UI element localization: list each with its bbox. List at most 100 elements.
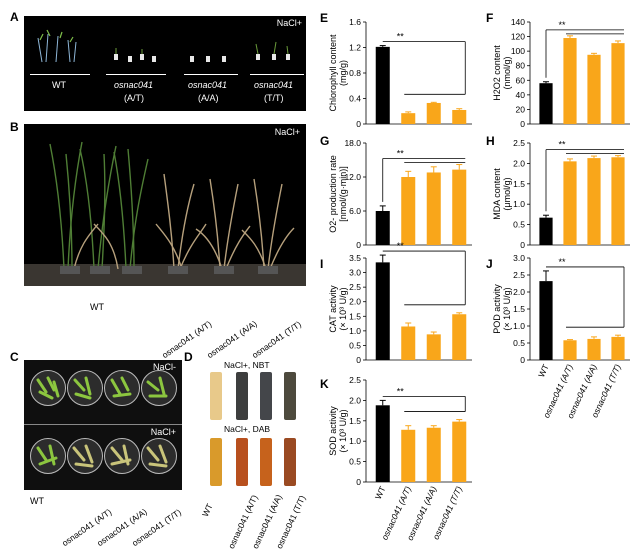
dab-leaf-at: [236, 438, 248, 486]
petri-dish: [67, 438, 103, 474]
panel-d-condition-bottom: NaCl+, DAB: [224, 424, 271, 434]
x-tick-label: WT: [373, 485, 388, 501]
bar: [611, 157, 625, 245]
significance-marker: **: [558, 20, 566, 30]
y-axis-label: O2- production rate: [328, 155, 338, 233]
y-axis-unit: (× 10³ U/g): [502, 287, 512, 330]
panel-a-label-wt: WT: [52, 80, 66, 90]
y-axis-unit: (μmol/g): [502, 177, 512, 210]
petri-dish: [141, 370, 177, 406]
y-tick-label: 2.0: [513, 158, 525, 168]
y-axis-unit: (× 10³ U/g): [338, 409, 348, 452]
y-tick-label: 0: [520, 240, 525, 250]
petri-dish: [104, 438, 140, 474]
panel-a-allele-at: (A/T): [124, 93, 144, 103]
y-tick-label: 0.5: [513, 338, 525, 348]
panel-a-allele-tt: (T/T): [264, 93, 284, 103]
bar: [375, 46, 390, 124]
chart-g: G 0 6.0 12.0 18.0 O2- production rate [nmol/(g…: [320, 134, 472, 250]
nbt-leaf-wt: [210, 372, 222, 420]
seedling-drawing: [30, 29, 304, 75]
y-tick-label: 80: [516, 61, 526, 71]
petri-dish: [141, 438, 177, 474]
panel-letter-i: I: [320, 257, 323, 271]
y-tick-label: 2.0: [349, 297, 361, 307]
y-tick-label: 1.5: [349, 311, 361, 321]
bar: [426, 102, 441, 124]
bar: [539, 217, 553, 245]
y-tick-label: 1.6: [349, 17, 361, 27]
y-tick-label: 2.0: [513, 287, 525, 297]
bar: [375, 405, 390, 482]
panel-a-label-aa: osnac041: [188, 80, 228, 90]
bar: [539, 83, 553, 124]
petri-dish: [30, 438, 66, 474]
chart-j: J 0 0.5 1.0 1.5 2.0 2.5 3.0 POD activity (× 10³ U…: [486, 253, 630, 420]
bar: [401, 177, 416, 245]
panel-c-label-wt: WT: [30, 496, 44, 506]
bar: [611, 43, 625, 124]
y-axis-unit: [nmol/(g·min)]: [338, 166, 348, 222]
chart-k: K 0 0.5 1.0 1.5 2.0 2.5 SOD activity (× 10³ U/g)…: [320, 375, 472, 542]
y-tick-label: 0: [356, 355, 361, 365]
panel-b-photo: NaCl+: [24, 124, 306, 286]
bar: [587, 338, 601, 360]
y-axis-label: CAT activity: [328, 285, 338, 333]
y-tick-label: 0: [356, 119, 361, 129]
bar: [587, 54, 601, 124]
bar: [401, 113, 416, 124]
panel-b-label-wt: WT: [90, 302, 104, 312]
y-tick-label: 140: [511, 17, 525, 27]
bar: [563, 161, 577, 245]
y-tick-label: 1.5: [513, 179, 525, 189]
panel-letter-j: J: [486, 257, 493, 271]
leaf-segments: [24, 376, 182, 468]
y-tick-label: 1.0: [513, 321, 525, 331]
y-tick-label: 3.0: [349, 268, 361, 278]
y-tick-label: 2.5: [513, 270, 525, 280]
panel-d-photo: NaCl+, NBT NaCl+, DAB: [196, 360, 306, 490]
significance-marker: **: [397, 386, 405, 396]
bar: [426, 172, 441, 245]
panel-a-condition: NaCl+: [276, 18, 302, 28]
y-tick-label: 40: [516, 90, 526, 100]
y-tick-label: 0: [520, 355, 525, 365]
y-tick-label: 0: [356, 477, 361, 487]
bar: [452, 109, 467, 124]
y-tick-label: 3.5: [349, 253, 361, 263]
dab-leaf-aa: [260, 438, 272, 486]
y-tick-label: 20: [516, 104, 526, 114]
panel-letter-g: G: [320, 134, 329, 148]
y-tick-label: 6.0: [349, 206, 361, 216]
dab-leaf-tt: [284, 438, 296, 486]
y-tick-label: 1.5: [349, 416, 361, 426]
y-tick-label: 0.4: [349, 94, 361, 104]
chart-i: I 0 0.5 1.0 1.5 2.0 2.5 3.0 3.5 CAT activity (× 10…: [320, 241, 472, 365]
panel-a-label-tt: osnac041: [254, 80, 294, 90]
bar: [401, 429, 416, 482]
y-tick-label: 0.5: [349, 340, 361, 350]
panel-c-condition-bottom: NaCl+: [150, 427, 176, 437]
panel-letter-f: F: [486, 11, 493, 25]
y-tick-label: 1.0: [349, 326, 361, 336]
y-tick-label: 3.0: [513, 253, 525, 263]
y-tick-label: 0: [356, 240, 361, 250]
y-tick-label: 60: [516, 75, 526, 85]
y-tick-label: 0.5: [349, 457, 361, 467]
petri-dish: [30, 370, 66, 406]
y-axis-unit: (nmol/g): [502, 56, 512, 89]
significance-marker: **: [558, 140, 566, 150]
panel-d-condition-top: NaCl+, NBT: [224, 360, 270, 370]
bar: [563, 38, 577, 124]
panel-a-photo: NaCl+ WT osnac041 (A/T) osnac041 (A/A) o…: [24, 16, 306, 111]
panel-letter-k: K: [320, 377, 329, 391]
chart-h: H 0 0.5 1.0 1.5 2.0 2.5 MDA content (μmol/g) **: [486, 134, 630, 250]
y-tick-label: 1.2: [349, 43, 361, 53]
panel-a-allele-aa: (A/A): [198, 93, 219, 103]
petri-dish: [104, 370, 140, 406]
rice-plants-drawing: [24, 141, 306, 286]
panel-a-label-at: osnac041: [114, 80, 154, 90]
petri-dish: [67, 370, 103, 406]
bar: [611, 336, 625, 360]
